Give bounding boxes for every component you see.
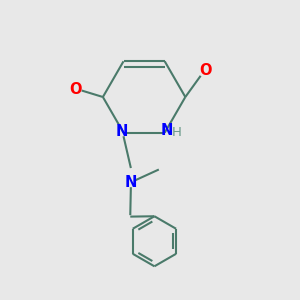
Text: H: H <box>172 126 182 139</box>
Text: N: N <box>125 175 137 190</box>
Text: O: O <box>70 82 82 97</box>
Text: O: O <box>199 63 212 78</box>
Text: N: N <box>161 123 173 138</box>
Text: N: N <box>116 124 128 139</box>
